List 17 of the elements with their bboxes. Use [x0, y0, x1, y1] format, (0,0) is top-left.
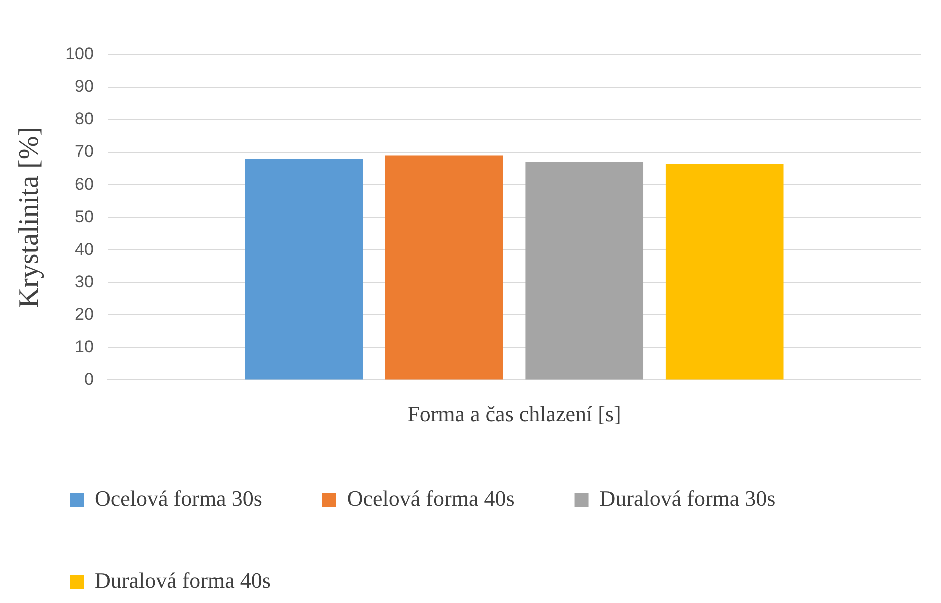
y-tick-label: 40 — [75, 240, 94, 259]
y-tick-label: 0 — [84, 370, 94, 389]
legend-label: Duralová forma 30s — [600, 486, 776, 511]
y-tick-label: 20 — [75, 304, 94, 324]
y-tick-label: 100 — [66, 44, 94, 64]
legend-label: Ocelová forma 30s — [95, 486, 262, 511]
x-axis-title: Forma a čas chlazení [s] — [408, 402, 622, 427]
y-tick-label: 60 — [75, 174, 94, 194]
legend-label: Duralová forma 40s — [95, 568, 271, 593]
legend-label: Ocelová forma 40s — [347, 486, 515, 511]
y-tick-label: 80 — [75, 110, 94, 129]
y-tick-label: 70 — [75, 142, 94, 162]
y-tick-label: 30 — [75, 272, 94, 292]
y-tick-label: 10 — [75, 337, 94, 356]
y-axis-title: Krystalinita [%] — [14, 127, 46, 308]
y-tick-label: 50 — [75, 207, 94, 226]
y-tick-label: 90 — [75, 77, 94, 96]
